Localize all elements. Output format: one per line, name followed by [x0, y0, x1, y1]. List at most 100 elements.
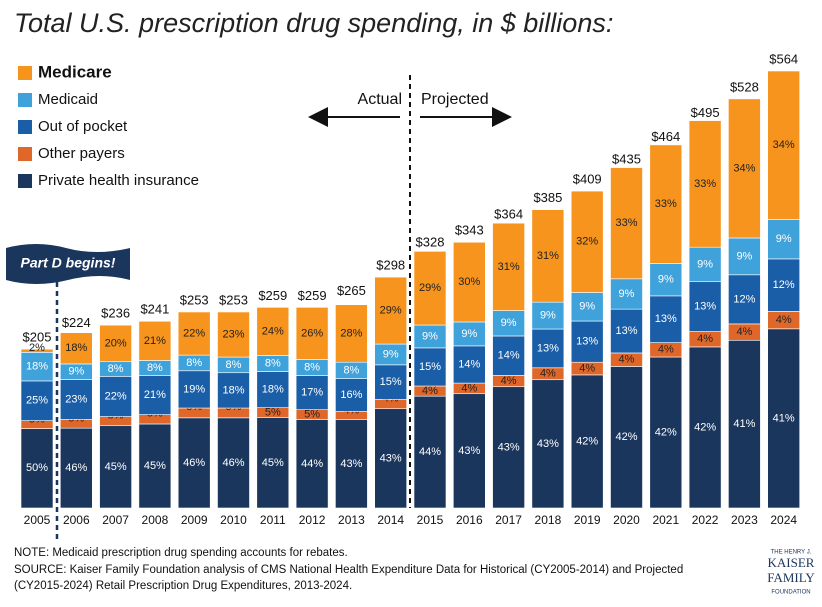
data-label: 20%	[105, 337, 127, 349]
bar-segment	[688, 281, 722, 332]
total-label: $364	[494, 206, 523, 221]
flag	[6, 244, 130, 284]
bar-segment	[610, 278, 643, 310]
data-label: 30%	[458, 276, 480, 288]
data-label: 21%	[144, 389, 166, 401]
bar-segment	[99, 324, 132, 363]
bar-segment	[59, 379, 93, 420]
bar-segment	[413, 347, 447, 387]
bar-segment	[20, 380, 54, 421]
data-label: 9%	[697, 258, 713, 270]
data-label: 14%	[498, 350, 520, 362]
bar-segment	[413, 395, 447, 509]
bar-segment	[452, 393, 486, 509]
data-label: 13%	[615, 325, 637, 337]
bar-segment	[217, 311, 250, 358]
legend-swatch	[18, 147, 32, 161]
legend-label: Private health insurance	[38, 172, 199, 189]
bar-segment	[492, 310, 525, 337]
data-label: 9%	[383, 348, 399, 360]
data-label: 4%	[658, 344, 674, 356]
bar-segment	[767, 219, 801, 260]
data-label: 12%	[733, 293, 755, 305]
data-label: 22%	[183, 327, 205, 339]
data-label: 4%	[422, 385, 438, 397]
data-label: 4%	[619, 354, 635, 366]
data-label: 4%	[501, 375, 517, 387]
bar-segment	[570, 190, 604, 293]
bar-segment	[335, 304, 368, 363]
data-label: 33%	[694, 178, 716, 190]
data-label: 18%	[26, 361, 48, 373]
x-tick-label: 2016	[456, 513, 483, 527]
data-label: 9%	[619, 288, 635, 300]
data-label: 16%	[340, 389, 362, 401]
bar-segment	[295, 307, 329, 360]
data-label: 43%	[380, 452, 402, 464]
legend-label: Medicaid	[38, 91, 98, 108]
legend-label: Other payers	[38, 145, 125, 162]
bar-segment	[492, 222, 525, 311]
bar-segment	[492, 335, 525, 376]
bar-segment	[649, 144, 683, 264]
bar-segment	[649, 356, 683, 509]
actual-label: Actual	[358, 91, 402, 108]
legend-swatch	[18, 93, 32, 107]
bar-segment	[374, 364, 408, 400]
total-label: $236	[101, 306, 130, 321]
data-label: 21%	[144, 335, 166, 347]
data-label: 33%	[615, 217, 637, 229]
legend-label: Medicare	[38, 62, 112, 81]
x-tick-label: 2019	[574, 513, 601, 527]
data-label: 8%	[343, 364, 359, 376]
data-label: 5%	[265, 407, 281, 419]
bar-segment	[177, 311, 211, 356]
data-label: 34%	[733, 162, 755, 174]
bar-segment	[177, 417, 211, 509]
data-label: 50%	[26, 462, 48, 474]
data-label: 9%	[658, 274, 674, 286]
data-label: 43%	[458, 445, 480, 457]
data-label: 19%	[183, 383, 205, 395]
bar-segment	[688, 346, 722, 509]
data-label: 15%	[380, 376, 402, 388]
bar-segment	[570, 374, 604, 509]
data-label: 4%	[579, 362, 595, 374]
data-label: 29%	[380, 304, 402, 316]
data-label: 18%	[222, 384, 244, 396]
bar-segment	[138, 423, 172, 509]
data-label: 28%	[340, 327, 362, 339]
projected-label: Projected	[421, 91, 489, 108]
data-label: 44%	[419, 446, 441, 458]
total-label: $435	[612, 151, 641, 166]
data-label: 42%	[576, 435, 598, 447]
bar-segment	[335, 419, 368, 509]
data-label: 13%	[537, 342, 559, 354]
bar-segment	[295, 419, 329, 509]
data-label: 23%	[65, 393, 87, 405]
total-label: $328	[416, 234, 445, 249]
data-label: 34%	[773, 139, 795, 151]
bar-segment	[335, 378, 368, 412]
total-label: $205	[23, 330, 52, 345]
logo-text: KAISER	[768, 555, 815, 570]
data-label: 43%	[340, 458, 362, 470]
bar-segment	[531, 301, 565, 330]
bar-segment	[374, 276, 408, 345]
data-label: 31%	[537, 250, 559, 262]
x-tick-label: 2020	[613, 513, 640, 527]
data-label: 15%	[419, 361, 441, 373]
bar-segment	[20, 348, 54, 353]
bar-segment	[138, 320, 172, 361]
data-label: 46%	[183, 457, 205, 469]
bar-segment	[570, 320, 604, 363]
data-label: 9%	[540, 309, 556, 321]
logo-text: THE HENRY J.	[771, 550, 812, 556]
data-label: 32%	[576, 236, 598, 248]
logo	[766, 546, 816, 602]
data-label: 8%	[265, 357, 281, 369]
bar-segment	[688, 246, 722, 283]
total-label: $385	[533, 190, 562, 205]
total-label: $528	[730, 79, 759, 94]
x-tick-label: 2011	[260, 513, 286, 527]
